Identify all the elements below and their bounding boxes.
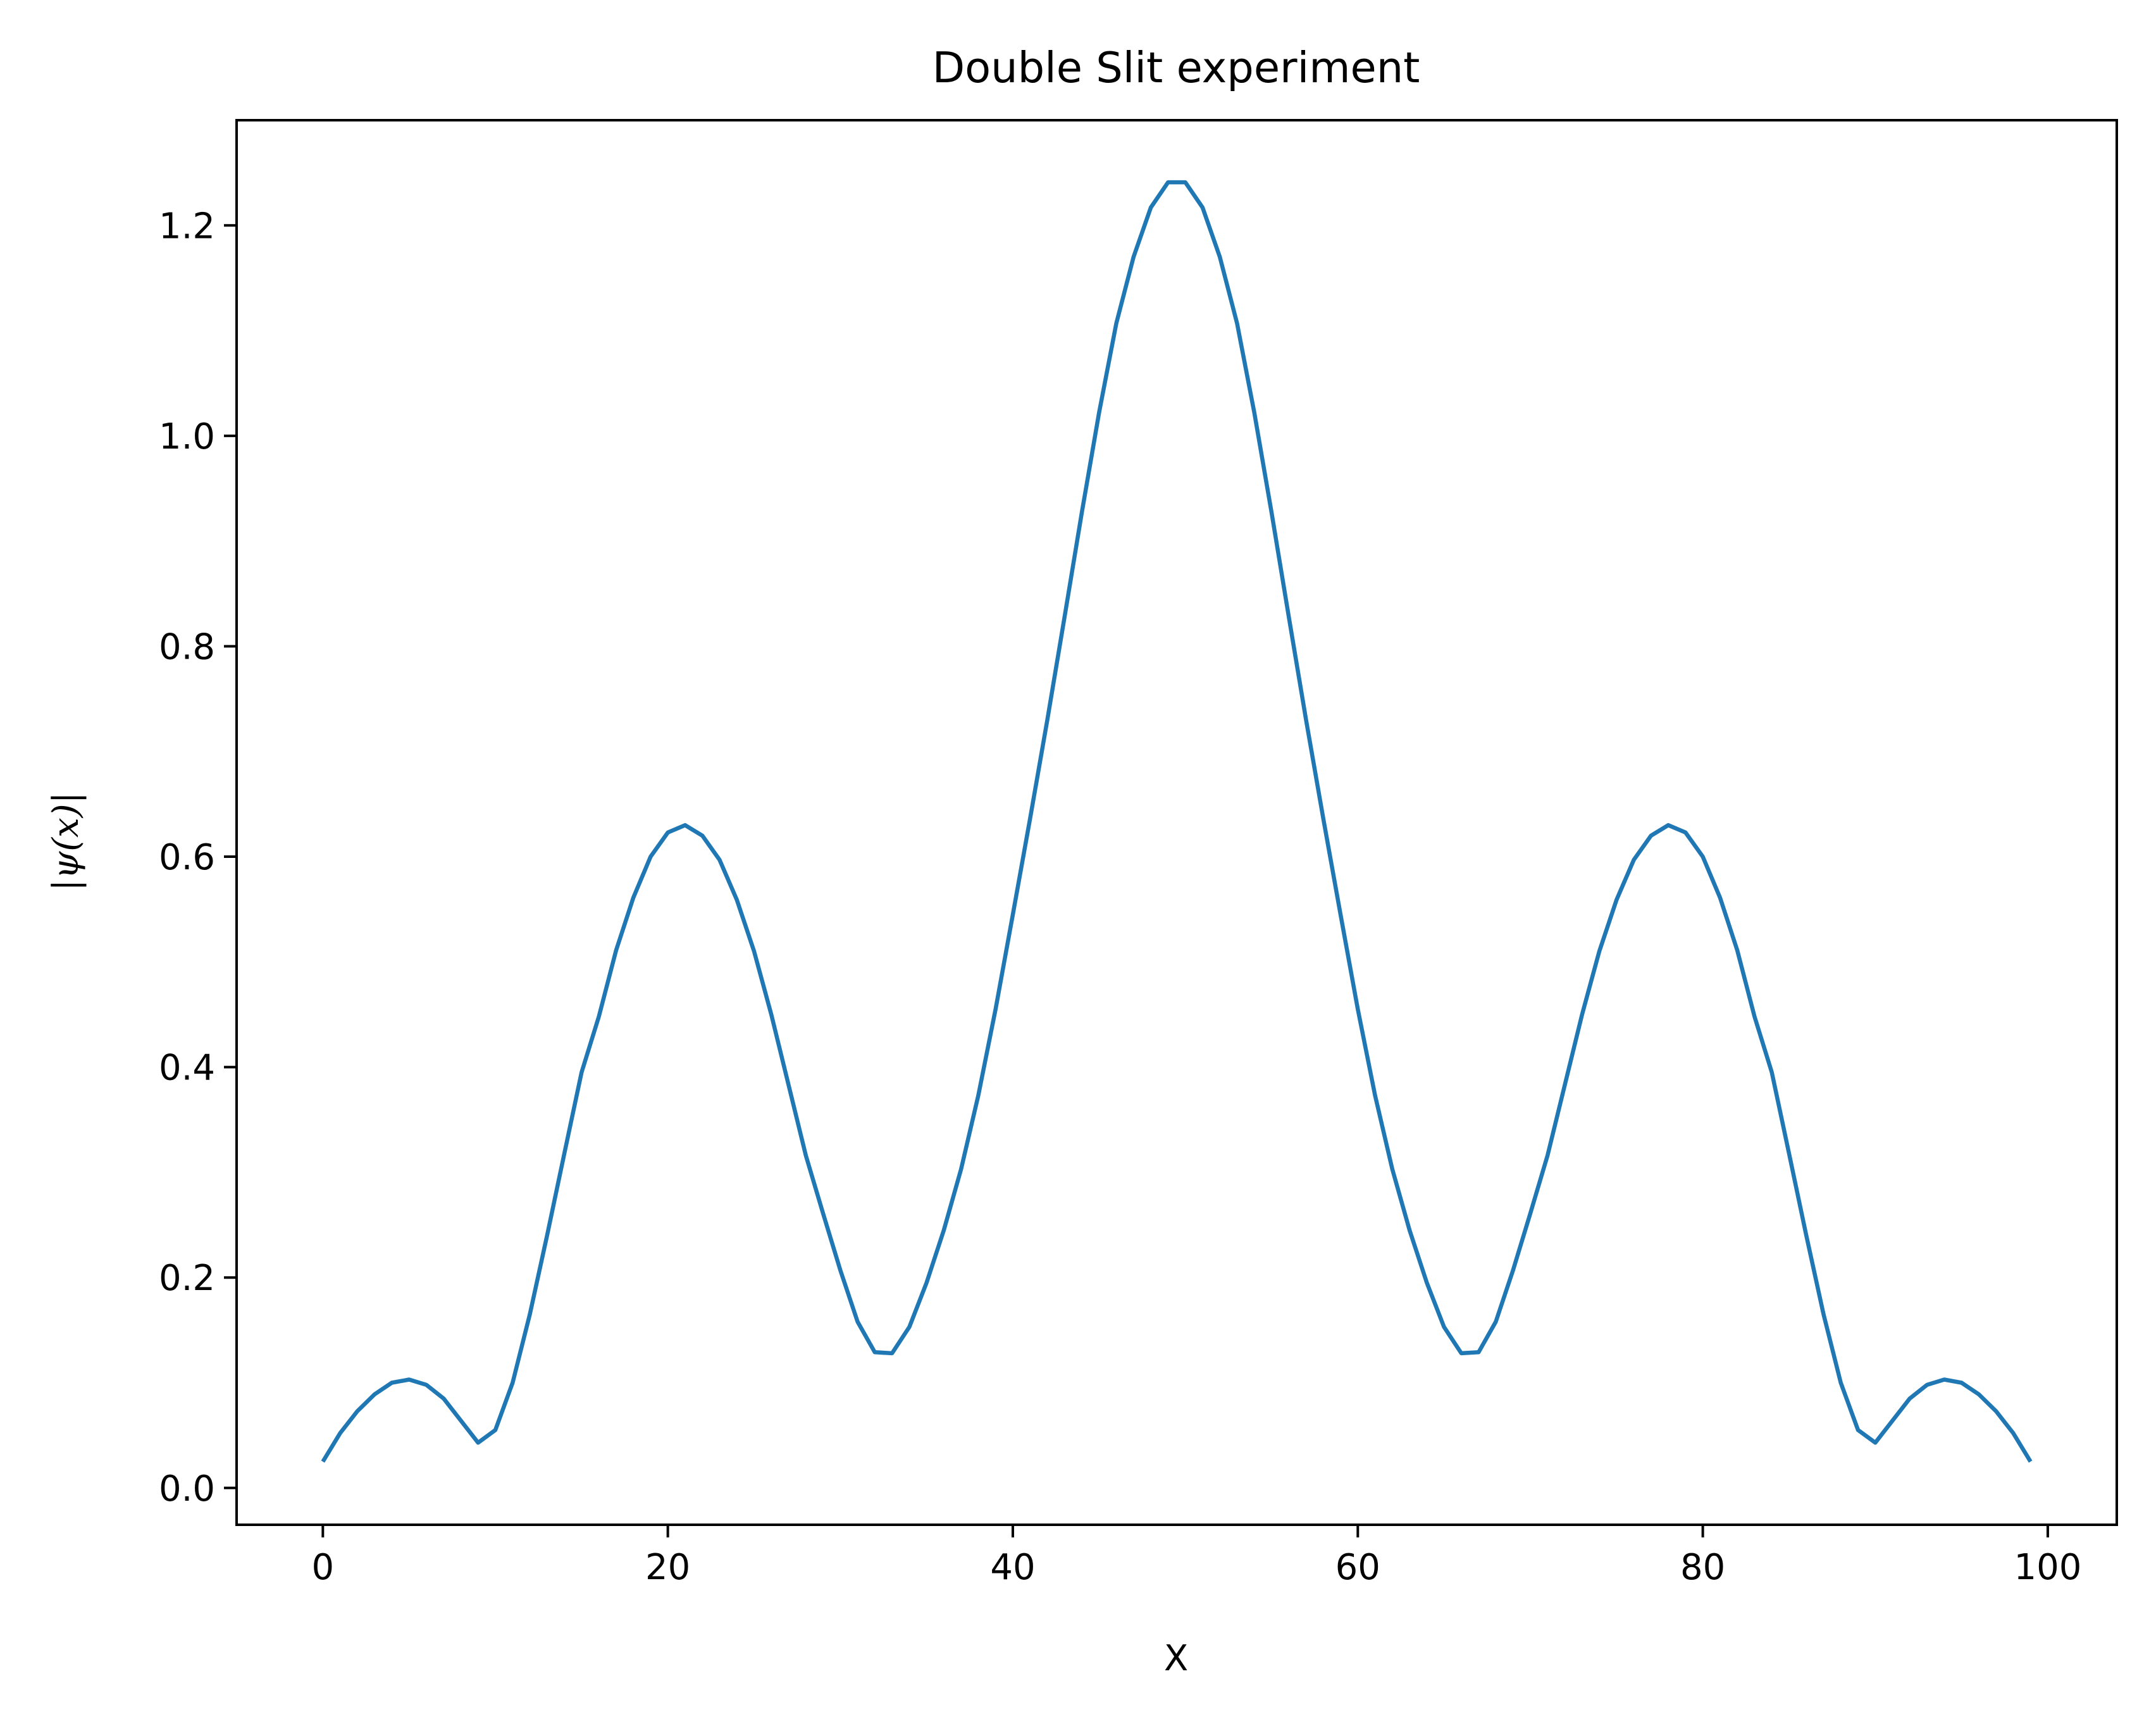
x-tick-label: 60 <box>1335 1547 1380 1588</box>
x-axis-label: X <box>1164 1638 1188 1679</box>
y-axis-label: |ψ(x)| <box>46 792 87 891</box>
x-tick-label: 40 <box>990 1547 1035 1588</box>
y-tick-label: 0.0 <box>159 1468 215 1510</box>
x-tick-label: 100 <box>2014 1547 2081 1588</box>
x-tick-label: 20 <box>645 1547 690 1588</box>
x-tick-label: 0 <box>312 1547 335 1588</box>
series-line <box>321 180 2033 1463</box>
y-tick-label: 0.6 <box>159 837 215 878</box>
y-tick-label: 1.2 <box>159 206 215 247</box>
y-tick-label: 0.4 <box>159 1048 215 1089</box>
y-tick-label: 0.2 <box>159 1258 215 1299</box>
series-layer <box>321 180 2033 1463</box>
plot-frame <box>235 119 2118 1526</box>
y-tick-label: 0.8 <box>159 626 215 667</box>
ticks-layer: 0 20 40 60 80 100 0.0 0.2 0.4 0.6 0.8 1.0 1.2 <box>159 206 2081 1588</box>
chart-title: Double Slit experiment <box>932 43 1420 92</box>
y-tick-label: 1.0 <box>159 416 215 457</box>
x-tick-label: 80 <box>1680 1547 1725 1588</box>
